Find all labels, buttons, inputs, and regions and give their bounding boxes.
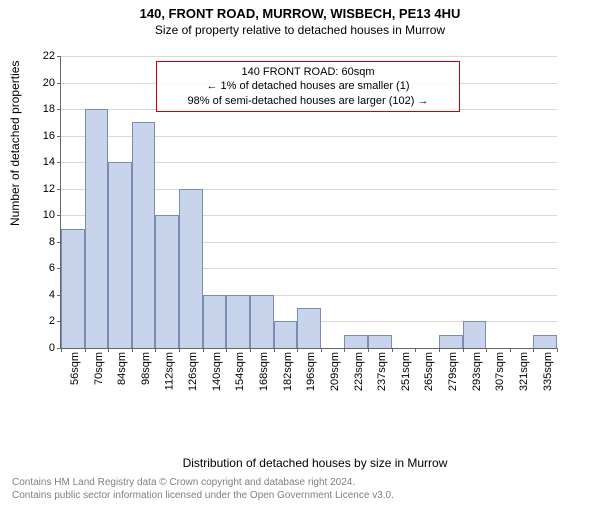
xtick-label: 293sqm (471, 352, 483, 391)
xtick-label: 140sqm (211, 352, 223, 391)
histogram-bar (155, 215, 179, 348)
histogram-bar (297, 308, 321, 348)
xtick-mark (368, 348, 369, 352)
xtick-mark (108, 348, 109, 352)
histogram-bar (132, 122, 156, 348)
xtick-label: 84sqm (117, 352, 129, 385)
ytick-label: 2 (49, 315, 61, 327)
xtick-mark (415, 348, 416, 352)
xtick-mark (344, 348, 345, 352)
xtick-label: 182sqm (282, 352, 294, 391)
grid-line (61, 56, 557, 57)
xtick-label: 98sqm (140, 352, 152, 385)
xtick-mark (179, 348, 180, 352)
histogram-bar (250, 295, 274, 348)
xtick-label: 168sqm (258, 352, 270, 391)
xtick-label: 209sqm (329, 352, 341, 391)
histogram-bar (85, 109, 109, 348)
xtick-mark (85, 348, 86, 352)
annotation-line1: 140 FRONT ROAD: 60sqm (163, 65, 453, 79)
xtick-mark (533, 348, 534, 352)
xtick-mark (155, 348, 156, 352)
ytick-label: 10 (43, 209, 61, 221)
histogram-bar (108, 162, 132, 348)
annotation-line3: 98% of semi-detached houses are larger (… (163, 94, 453, 108)
chart-area: 024681012141618202256sqm70sqm84sqm98sqm1… (60, 56, 570, 406)
ytick-label: 14 (43, 156, 61, 168)
xtick-mark (203, 348, 204, 352)
xtick-mark (557, 348, 558, 352)
histogram-bar (368, 335, 392, 348)
xtick-mark (61, 348, 62, 352)
y-axis-label: Number of detached properties (8, 61, 22, 226)
xtick-mark (250, 348, 251, 352)
xtick-mark (486, 348, 487, 352)
xtick-mark (392, 348, 393, 352)
ytick-label: 8 (49, 236, 61, 248)
histogram-bar (203, 295, 227, 348)
xtick-label: 307sqm (494, 352, 506, 391)
xtick-label: 56sqm (69, 352, 81, 385)
xtick-mark (274, 348, 275, 352)
ytick-label: 6 (49, 262, 61, 274)
ytick-label: 4 (49, 289, 61, 301)
annotation-line2: ← 1% of detached houses are smaller (1) (163, 79, 453, 93)
xtick-mark (226, 348, 227, 352)
xtick-label: 335sqm (542, 352, 554, 391)
histogram-bar (61, 229, 85, 348)
chart-title-line2: Size of property relative to detached ho… (0, 23, 600, 37)
histogram-bar (533, 335, 557, 348)
footer-attribution: Contains HM Land Registry data © Crown c… (12, 476, 394, 502)
histogram-bar (179, 189, 203, 348)
xtick-mark (439, 348, 440, 352)
xtick-label: 321sqm (518, 352, 530, 391)
x-axis-label: Distribution of detached houses by size … (60, 456, 570, 470)
xtick-mark (321, 348, 322, 352)
ytick-label: 0 (49, 342, 61, 354)
histogram-bar (274, 321, 298, 348)
annotation-box: 140 FRONT ROAD: 60sqm ← 1% of detached h… (156, 61, 460, 112)
xtick-mark (510, 348, 511, 352)
xtick-label: 126sqm (187, 352, 199, 391)
chart-container: 140, FRONT ROAD, MURROW, WISBECH, PE13 4… (0, 6, 600, 506)
footer-line2: Contains public sector information licen… (12, 489, 394, 502)
xtick-label: 279sqm (447, 352, 459, 391)
xtick-label: 265sqm (424, 352, 436, 391)
xtick-label: 154sqm (235, 352, 247, 391)
chart-title-line1: 140, FRONT ROAD, MURROW, WISBECH, PE13 4… (0, 6, 600, 21)
histogram-bar (463, 321, 487, 348)
xtick-label: 70sqm (93, 352, 105, 385)
xtick-label: 237sqm (376, 352, 388, 391)
xtick-mark (463, 348, 464, 352)
xtick-label: 251sqm (400, 352, 412, 391)
xtick-mark (297, 348, 298, 352)
xtick-label: 112sqm (164, 352, 176, 390)
xtick-label: 196sqm (305, 352, 317, 391)
footer-line1: Contains HM Land Registry data © Crown c… (12, 476, 394, 489)
ytick-label: 16 (43, 130, 61, 142)
histogram-bar (226, 295, 250, 348)
ytick-label: 20 (43, 77, 61, 89)
ytick-label: 12 (43, 183, 61, 195)
histogram-bar (439, 335, 463, 348)
histogram-bar (344, 335, 368, 348)
ytick-label: 22 (43, 50, 61, 62)
xtick-label: 223sqm (353, 352, 365, 391)
ytick-label: 18 (43, 103, 61, 115)
xtick-mark (132, 348, 133, 352)
